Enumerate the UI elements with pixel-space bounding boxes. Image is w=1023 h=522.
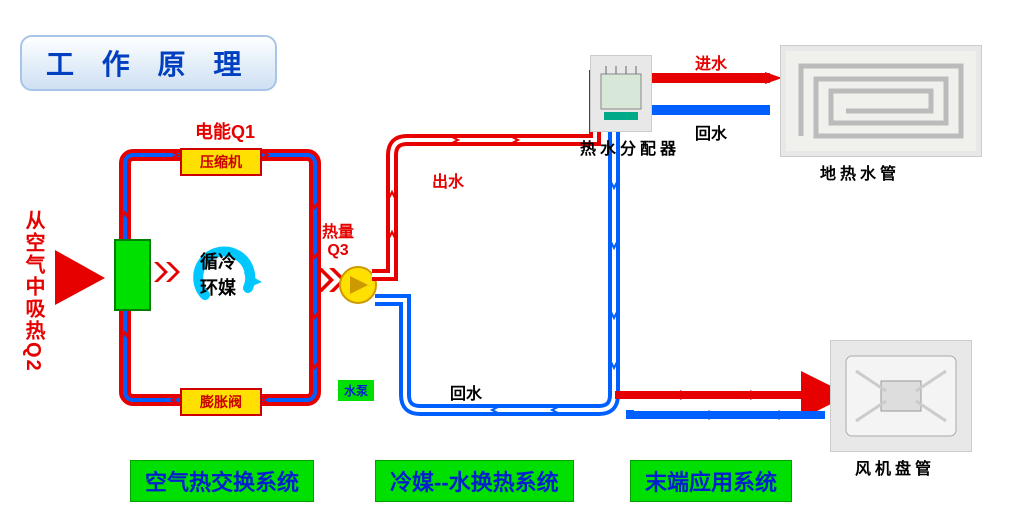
fan-coil-image (830, 340, 972, 452)
label-q1: 电能Q1 (195, 118, 255, 144)
label-inlet: 进水 (695, 50, 727, 74)
label-floor-pipe: 地热水管 (820, 160, 900, 184)
label-return2: 回水 (695, 120, 727, 144)
label-pump: 水泵 (338, 380, 374, 401)
label-q3: 热量 Q3 (322, 218, 354, 260)
floor-pipe-image (780, 45, 982, 157)
compressor-box: 压缩机 (180, 148, 262, 176)
label-distributor: 热水分配器 (580, 135, 680, 159)
system-3: 末端应用系统 (630, 460, 792, 502)
label-outlet: 出水 (432, 168, 464, 192)
label-refrigerant: 循冷 环媒 (200, 248, 236, 300)
expansion-valve-box: 膨胀阀 (180, 388, 262, 416)
heat-exchanger-block (115, 240, 150, 310)
system-2: 冷媒--水换热系统 (375, 460, 574, 502)
distributor-image (590, 55, 652, 132)
label-q2: 从空气中吸热Q2 (22, 210, 44, 373)
label-fan-coil: 风机盘管 (855, 455, 935, 479)
heat-in-arrow (55, 250, 105, 305)
label-return1: 回水 (450, 380, 482, 404)
hot-supply-pipe (372, 70, 595, 275)
cold-return-pipe (375, 130, 614, 410)
system-1: 空气热交换系统 (130, 460, 314, 502)
